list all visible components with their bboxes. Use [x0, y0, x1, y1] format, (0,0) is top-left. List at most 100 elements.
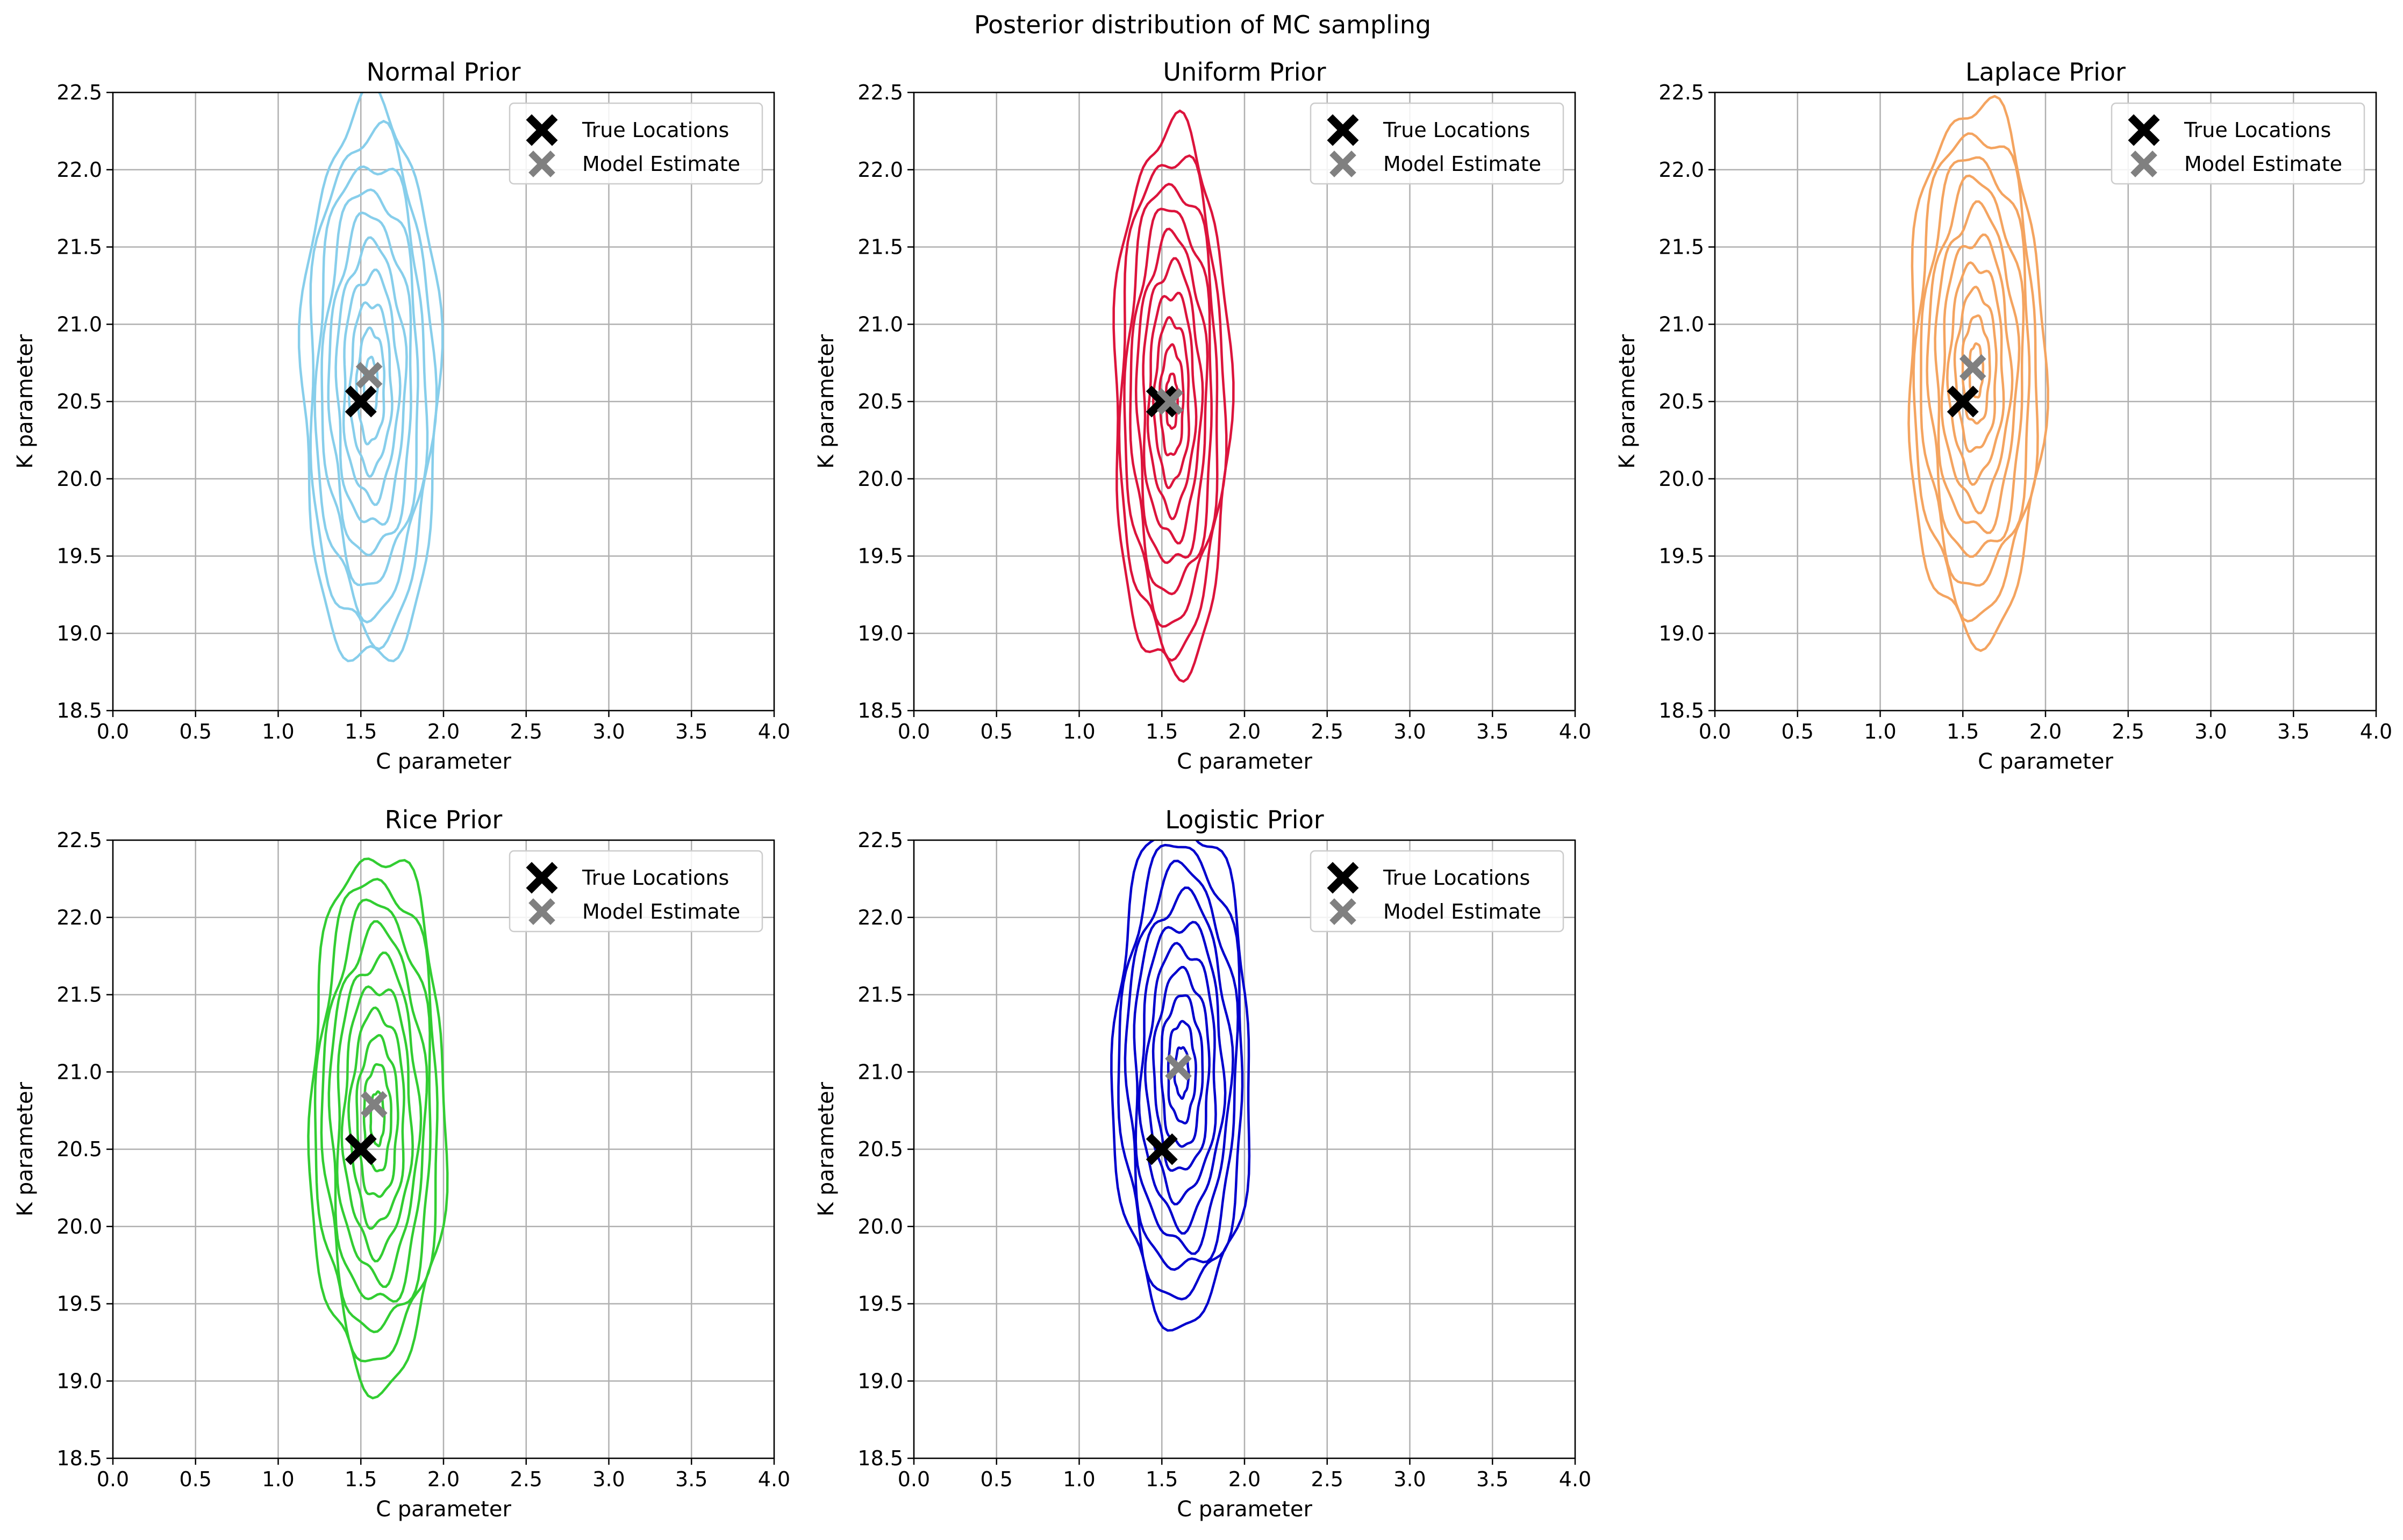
axes-frame: [112, 91, 775, 712]
legend-true-marker: [526, 862, 558, 894]
y-tick-label: 21.0: [56, 312, 102, 336]
contour-line: [297, 92, 444, 663]
y-tick-label: 22.5: [1658, 81, 1704, 104]
y-tick-label: 19.0: [857, 621, 903, 645]
y-tick-label: 20.5: [857, 390, 903, 413]
legend: True Locations Model Estimate: [1310, 102, 1564, 185]
x-tick-label: 1.5: [345, 1467, 377, 1491]
contour-line: [1961, 314, 1991, 425]
axes-frame: [112, 839, 775, 1459]
contour-line: [320, 188, 419, 586]
model-estimate-marker: [1165, 1054, 1192, 1081]
y-tick-label: 19.5: [857, 545, 903, 568]
contour-group: [1907, 95, 2049, 653]
y-tick-label: 22.0: [56, 906, 102, 929]
contour-line: [1123, 183, 1219, 628]
contour-line: [313, 878, 439, 1363]
contour-line: [1129, 207, 1213, 596]
y-tick-label: 22.0: [857, 906, 903, 929]
subplot-4: Rice Prior 0.0 0.5 1.0 1.5 2.0 2.5 3.0 3.5 4.0 18.…: [13, 805, 790, 1522]
contour-group: [297, 92, 444, 663]
x-tick-label: 3.0: [1393, 720, 1426, 743]
contour-line: [1134, 227, 1209, 564]
x-tick-label: 2.0: [427, 720, 460, 743]
y-tick-label: 20.0: [857, 467, 903, 491]
legend-estimate-label: Model Estimate: [1383, 900, 1541, 923]
legend-true-marker: [2128, 114, 2160, 146]
legend: True Locations Model Estimate: [509, 102, 763, 185]
y-tick-label: 18.5: [56, 699, 102, 722]
x-tick-label: 1.0: [1063, 1467, 1095, 1491]
y-tick-label: 18.5: [857, 1446, 903, 1470]
true-location-marker: [345, 1133, 377, 1165]
model-estimate-marker: [355, 362, 383, 389]
contour-line: [334, 236, 408, 526]
x-tick-label: 3.0: [592, 1467, 625, 1491]
y-tick-label: 22.0: [56, 158, 102, 182]
contour-line: [1146, 291, 1198, 520]
contour-line: [1152, 966, 1211, 1172]
contour-line: [320, 898, 432, 1334]
x-tick-label: 0.5: [180, 1467, 212, 1491]
contour-line: [347, 1006, 405, 1230]
y-axis-label: K parameter: [814, 1081, 839, 1216]
contour-line: [1912, 132, 2039, 623]
contour-line: [307, 857, 449, 1400]
x-tick-label: 0.0: [97, 720, 129, 743]
legend-estimate-label: Model Estimate: [582, 900, 740, 923]
contour-line: [1138, 921, 1227, 1235]
legend-true-label: True Locations: [582, 866, 729, 890]
contour-group: [1110, 840, 1251, 1332]
y-tick-label: 20.5: [1658, 390, 1704, 413]
y-tick-label: 21.0: [56, 1060, 102, 1084]
x-tick-label: 3.5: [1476, 720, 1508, 743]
contour-line: [340, 985, 414, 1263]
y-tick-label: 19.5: [1658, 545, 1704, 568]
x-tick-label: 3.0: [1393, 1467, 1426, 1491]
legend-estimate-label: Model Estimate: [582, 152, 740, 176]
y-tick-label: 18.5: [56, 1446, 102, 1470]
legend-true-label: True Locations: [1383, 866, 1530, 890]
y-tick-label: 20.0: [1658, 467, 1704, 491]
subplot-title: Uniform Prior: [1163, 58, 1326, 87]
y-tick-label: 20.0: [56, 467, 102, 491]
subplot-3: Laplace Prior 0.0 0.5 1.0 1.5 2.0 2.5 3.0 3.5 4.0…: [1615, 58, 2392, 774]
x-axis-label: C parameter: [1177, 1497, 1312, 1522]
x-tick-label: 1.0: [1063, 720, 1095, 743]
x-tick-label: 3.5: [675, 1467, 707, 1491]
x-tick-label: 0.5: [180, 720, 212, 743]
contour-line: [362, 1063, 392, 1172]
subplot-title: Normal Prior: [367, 58, 521, 87]
y-axis-label: K parameter: [13, 1081, 38, 1216]
contour-line: [1142, 257, 1204, 545]
y-axis-label: K parameter: [1615, 334, 1640, 469]
contour-group: [1112, 109, 1235, 683]
x-tick-label: 0.0: [97, 1467, 129, 1491]
y-tick-label: 21.5: [857, 983, 903, 1007]
legend-estimate-marker: [2130, 151, 2157, 177]
x-tick-label: 2.5: [510, 720, 542, 743]
legend-box: [2111, 102, 2365, 185]
x-tick-label: 2.0: [1228, 720, 1261, 743]
model-estimate-marker: [1156, 388, 1184, 415]
y-tick-label: 19.5: [56, 545, 102, 568]
y-tick-label: 19.0: [857, 1369, 903, 1393]
x-tick-label: 2.5: [510, 1467, 542, 1491]
contour-line: [1167, 1020, 1197, 1124]
legend-true-label: True Locations: [582, 118, 729, 142]
x-tick-label: 2.5: [1311, 720, 1343, 743]
y-tick-label: 20.0: [56, 1215, 102, 1238]
contour-line: [1117, 843, 1244, 1301]
figure-suptitle: Posterior distribution of MC sampling: [974, 10, 1431, 39]
legend-estimate-label: Model Estimate: [2184, 152, 2342, 176]
legend-estimate-label: Model Estimate: [1383, 152, 1541, 176]
subplot-1: Normal Prior 0.0 0.5 1.0 1.5 2.0 2.5 3.0 3.5 4.0 1…: [13, 58, 790, 774]
x-tick-label: 3.0: [2194, 720, 2227, 743]
legend-estimate-marker: [1329, 898, 1356, 925]
x-tick-label: 1.5: [1146, 1467, 1178, 1491]
y-tick-label: 20.0: [857, 1215, 903, 1238]
contour-line: [1926, 174, 2025, 558]
subplot-title: Logistic Prior: [1165, 805, 1324, 834]
y-tick-label: 19.5: [857, 1292, 903, 1316]
true-location-marker: [1146, 1133, 1178, 1165]
